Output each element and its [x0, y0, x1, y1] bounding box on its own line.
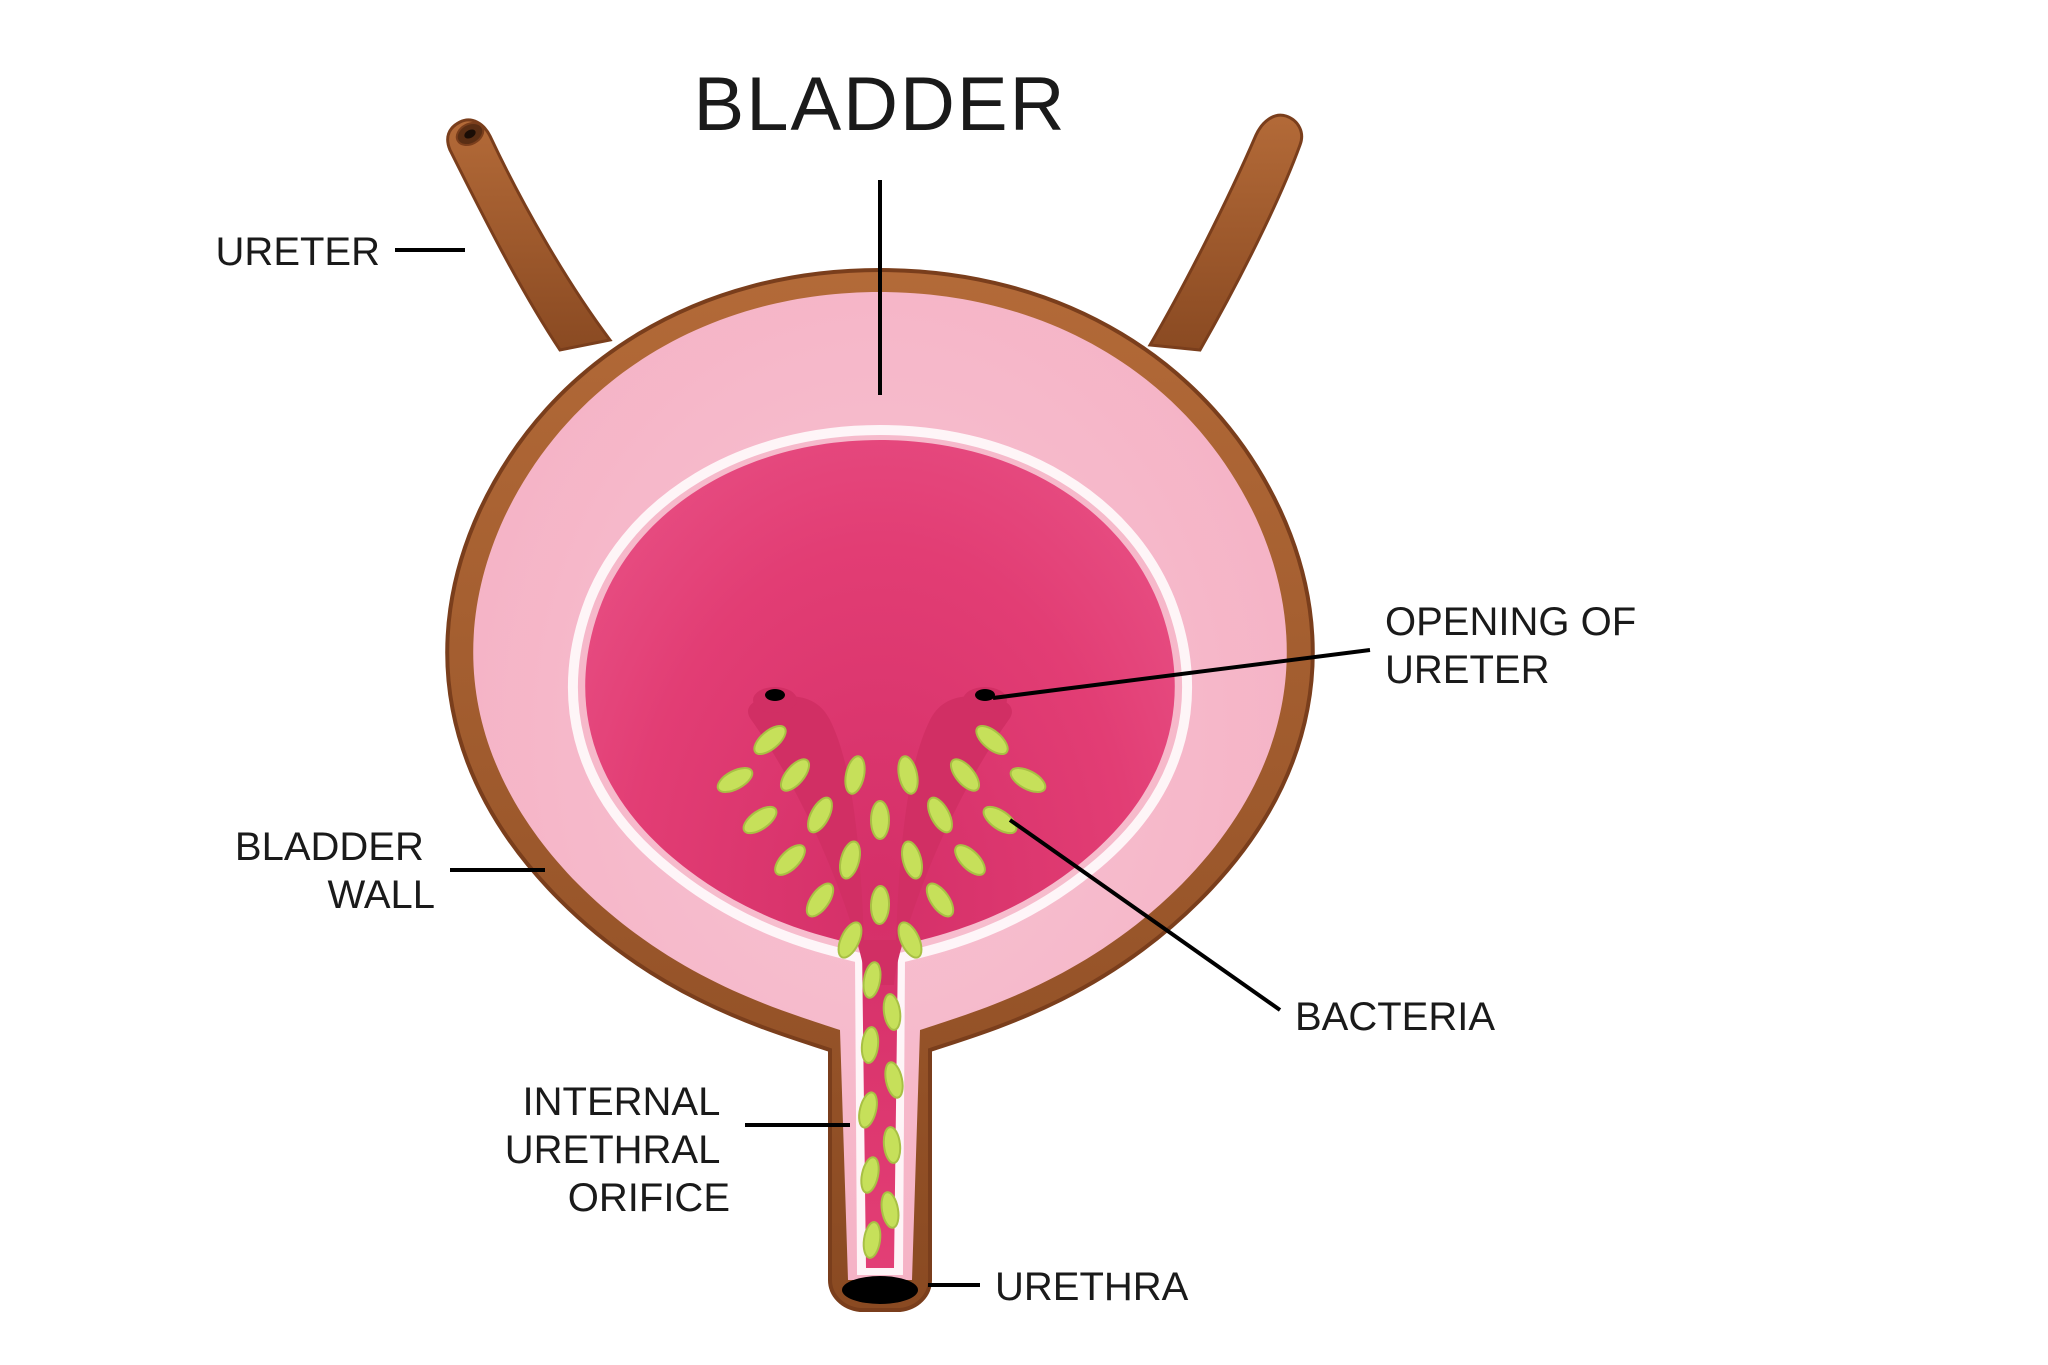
ureter-right: [1150, 115, 1302, 350]
label-iuo-l2: URETHRAL: [505, 1128, 719, 1172]
label-urethra: URETHRA: [995, 1265, 1189, 1309]
ureter-left: [448, 119, 610, 350]
label-bladder-wall-l2: WALL: [328, 873, 435, 917]
label-bacteria: BACTERIA: [1295, 995, 1495, 1039]
ureter-opening-right: [963, 687, 1007, 713]
urethra-opening: [842, 1276, 918, 1304]
label-oou-l1: OPENING OF: [1385, 600, 1636, 644]
bladder-diagram: BLADDER URETER BLADDER WALL INTERNAL URE…: [0, 0, 2048, 1365]
diagram-title: BLADDER: [694, 62, 1067, 147]
label-iuo-l3: ORIFICE: [568, 1176, 730, 1220]
label-opening-of-ureter: OPENING OF URETER: [1385, 600, 1647, 692]
ureter-opening-left: [753, 687, 797, 713]
label-iuo-l1: INTERNAL: [523, 1080, 720, 1124]
label-ureter: URETER: [216, 230, 380, 274]
label-bladder-wall-l1: BLADDER: [235, 825, 424, 869]
label-internal-urethral-orifice: INTERNAL URETHRAL ORIFICE: [505, 1080, 730, 1220]
label-oou-l2: URETER: [1385, 648, 1549, 692]
label-bladder-wall: BLADDER WALL: [235, 825, 435, 917]
